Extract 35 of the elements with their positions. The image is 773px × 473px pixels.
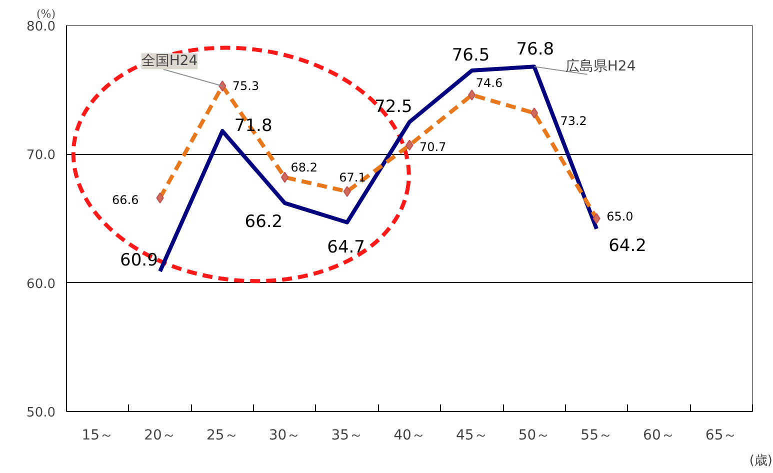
x-tick-label: 15～ [82,428,114,444]
x-tick-label: 65～ [705,428,738,444]
y-axis-title: (%) [36,8,56,20]
data-label: 64.7 [327,237,365,258]
y-tick-label: 50.0 [26,406,56,420]
data-label: 60.9 [120,250,158,270]
data-label: 73.2 [560,114,587,128]
data-label: 64.2 [608,236,646,256]
data-label: 71.8 [234,116,272,136]
x-tick-label: 35～ [331,428,364,444]
x-tick-label: 30～ [268,428,301,444]
x-tick-label: 45～ [456,428,488,444]
x-axis-title: (歳) [749,454,773,468]
series-label: 広島県H24 [565,58,636,74]
data-label: 72.5 [374,97,412,117]
x-tick-label: 20～ [144,428,176,444]
data-label: 70.7 [420,140,446,154]
data-label: 67.1 [339,170,366,184]
data-label: 76.5 [452,46,490,66]
data-label: 74.6 [476,76,503,90]
series-label: 全国H24 [141,53,198,70]
y-tick-label: 80.0 [26,20,56,34]
x-tick-label: 60～ [643,428,675,444]
data-label: 68.2 [290,160,318,174]
y-tick-label: 70.0 [26,148,56,164]
data-label: 75.3 [232,78,260,93]
data-label: 76.8 [516,40,554,60]
data-label: 66.2 [244,212,283,232]
x-tick-label: 50～ [518,428,550,444]
x-tick-label: 25～ [206,428,238,444]
y-tick-label: 60.0 [26,276,56,292]
data-label: 66.6 [112,192,139,207]
x-tick-label: 55～ [580,428,613,444]
x-tick-label: 40～ [394,428,426,444]
data-label: 65.0 [606,210,634,224]
